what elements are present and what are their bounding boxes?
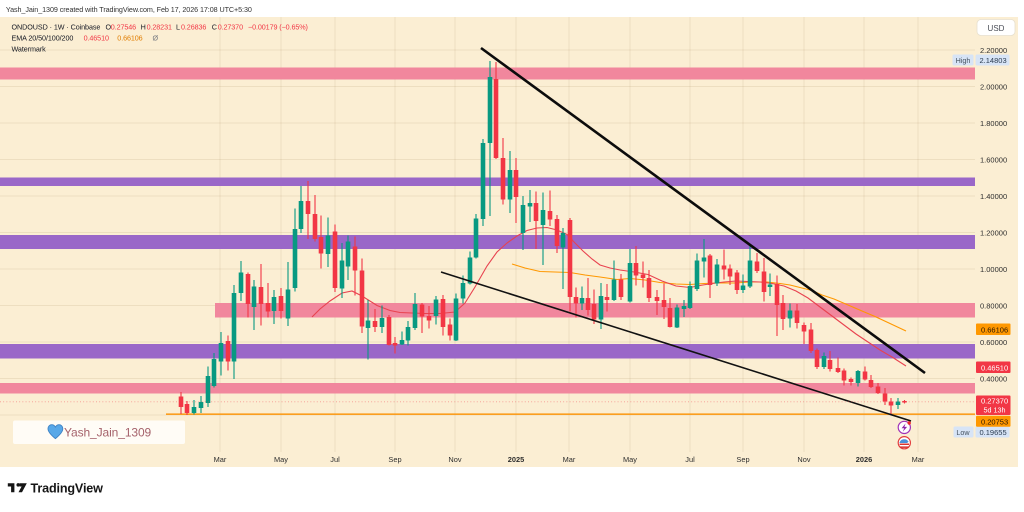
svg-text:Mar: Mar (214, 455, 227, 464)
svg-text:Watermark: Watermark (12, 45, 47, 54)
svg-text:0.27546: 0.27546 (111, 23, 136, 32)
svg-text:Mar: Mar (563, 455, 576, 464)
svg-text:Yash_Jain_1309 created with Tr: Yash_Jain_1309 created with TradingView.… (6, 5, 252, 14)
svg-text:0.46510: 0.46510 (981, 363, 1008, 372)
svg-text:TradingView: TradingView (31, 482, 104, 496)
svg-text:0.28231: 0.28231 (147, 23, 172, 32)
svg-text:0.26836: 0.26836 (181, 23, 206, 32)
svg-text:Sep: Sep (736, 455, 749, 464)
svg-text:2.14803: 2.14803 (980, 56, 1007, 65)
svg-text:0.80000: 0.80000 (980, 302, 1007, 311)
svg-text:0.19655: 0.19655 (980, 428, 1007, 437)
svg-text:EMA 20/50/100/200: EMA 20/50/100/200 (12, 34, 74, 43)
svg-text:0.27370: 0.27370 (218, 23, 243, 32)
svg-text:May: May (274, 455, 288, 464)
svg-text:C: C (212, 23, 217, 32)
svg-text:1.00000: 1.00000 (980, 265, 1007, 274)
svg-text:1.40000: 1.40000 (980, 192, 1007, 201)
svg-text:L: L (176, 23, 180, 32)
svg-text:−0.00179 (−0.65%): −0.00179 (−0.65%) (248, 23, 308, 32)
svg-text:1.20000: 1.20000 (980, 229, 1007, 238)
svg-text:0.27370: 0.27370 (981, 397, 1008, 406)
svg-text:May: May (623, 455, 637, 464)
svg-text:0.66106: 0.66106 (981, 325, 1008, 334)
svg-text:0.20753: 0.20753 (981, 417, 1008, 426)
svg-text:0.66106: 0.66106 (117, 34, 142, 43)
svg-text:High: High (956, 56, 971, 65)
svg-text:Sep: Sep (388, 455, 401, 464)
svg-text:0.40000: 0.40000 (980, 375, 1007, 384)
svg-text:Yash_Jain_1309: Yash_Jain_1309 (64, 425, 152, 439)
svg-text:Ø: Ø (153, 34, 159, 43)
svg-text:2026: 2026 (856, 455, 872, 464)
svg-text:Nov: Nov (448, 455, 461, 464)
svg-text:USD: USD (988, 24, 1005, 33)
svg-text:1.60000: 1.60000 (980, 156, 1007, 165)
svg-text:Low: Low (956, 428, 970, 437)
svg-text:0.46510: 0.46510 (84, 34, 109, 43)
svg-text:Jul: Jul (685, 455, 695, 464)
svg-text:Nov: Nov (797, 455, 810, 464)
svg-text:1.80000: 1.80000 (980, 119, 1007, 128)
svg-text:H: H (141, 23, 146, 32)
svg-text:ONDOUSD · 1W · Coinbase: ONDOUSD · 1W · Coinbase (12, 23, 101, 32)
svg-text:2025: 2025 (508, 455, 524, 464)
svg-text:5d 13h: 5d 13h (984, 406, 1006, 415)
svg-text:O: O (106, 23, 112, 32)
svg-text:0.60000: 0.60000 (980, 338, 1007, 347)
svg-text:2.20000: 2.20000 (980, 46, 1007, 55)
svg-text:2.00000: 2.00000 (980, 83, 1007, 92)
svg-text:Mar: Mar (912, 455, 925, 464)
svg-text:Jul: Jul (330, 455, 340, 464)
